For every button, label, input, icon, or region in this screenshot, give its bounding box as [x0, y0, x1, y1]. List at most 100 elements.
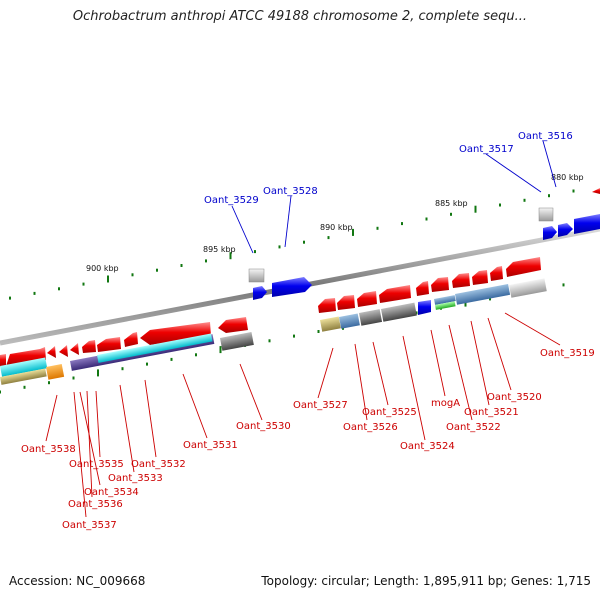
domain-gray-2[interactable] — [359, 309, 383, 326]
lower-scale-dot — [268, 339, 271, 343]
domain-cyan-1[interactable] — [0, 357, 48, 377]
upper-scale-dot — [401, 222, 403, 226]
gene-oant-3523-blue[interactable] — [418, 300, 431, 315]
upper-scale-dot — [82, 282, 85, 286]
gene-edge-arrow[interactable] — [592, 188, 600, 194]
gene-oant-3530[interactable] — [218, 317, 248, 333]
label-oant-3516[interactable]: Oant_3516 — [518, 131, 573, 142]
leader-oant-3534 — [79, 391, 101, 486]
label-oant-3531[interactable]: Oant_3531 — [183, 440, 238, 451]
gene-oant-3534[interactable] — [82, 340, 96, 353]
domain-steel-1[interactable] — [339, 313, 360, 329]
gene-oant-3527[interactable] — [318, 298, 336, 313]
lower-scale-dot — [0, 390, 1, 394]
upper-scale-dot — [9, 296, 11, 300]
leader-oant-3527 — [317, 347, 334, 399]
upper-scale-dot — [499, 203, 501, 207]
gene-oant-3529-gray[interactable] — [248, 268, 265, 283]
gene-oant-3517-gray[interactable] — [538, 207, 554, 222]
gene-oant-3533[interactable] — [97, 337, 121, 352]
domain-steel-3[interactable] — [454, 283, 511, 305]
label-oant-3525[interactable]: Oant_3525 — [362, 407, 417, 418]
scale-tick-labels: 900 kbp 895 kbp 890 kbp 885 kbp 880 kbp — [86, 173, 584, 273]
leader-oant-3529 — [231, 205, 254, 254]
lower-scale-dot — [146, 362, 148, 366]
gene-oant-3537[interactable] — [47, 346, 56, 358]
label-oant-3533[interactable]: Oant_3533 — [108, 473, 163, 484]
gene-oant-3520[interactable] — [472, 270, 488, 285]
upper-scale-dot — [131, 273, 134, 277]
label-oant-3521[interactable]: Oant_3521 — [464, 407, 519, 418]
gene-oant-3529[interactable] — [253, 286, 267, 300]
label-mogA[interactable]: mogA — [431, 398, 460, 409]
gene-oant-3528[interactable] — [272, 277, 312, 297]
gene-oant-3535[interactable] — [70, 343, 79, 355]
gene-oant-3522[interactable] — [431, 277, 449, 292]
leader-oant-3530 — [239, 363, 263, 421]
label-oant-3537[interactable]: Oant_3537 — [62, 520, 117, 531]
label-oant-3529[interactable]: Oant_3529 — [204, 195, 259, 206]
gene-oant-3524[interactable] — [379, 285, 411, 303]
label-oant-3535[interactable]: Oant_3535 — [69, 459, 124, 470]
domain-gray-4[interactable] — [508, 278, 547, 298]
gene-oant-3532[interactable] — [124, 332, 138, 347]
upper-scale-dot — [58, 287, 60, 291]
label-oant-3526[interactable]: Oant_3526 — [343, 422, 398, 433]
domain-gray-1[interactable] — [220, 332, 254, 351]
upper-scale-dot — [205, 259, 207, 263]
gene-oant-3520b[interactable] — [490, 266, 503, 281]
upper-scale-dot — [156, 268, 158, 272]
upper-scale-dot — [303, 240, 305, 244]
domain-olive-2[interactable] — [320, 316, 341, 332]
leader-oant-3526 — [354, 343, 368, 421]
domain-orange-1[interactable] — [46, 364, 65, 380]
gene-mogA[interactable] — [416, 281, 429, 296]
gene-oant-3517[interactable] — [543, 226, 557, 240]
domain-cyan-2[interactable] — [96, 333, 213, 363]
leader-oant-3517 — [485, 153, 542, 193]
lower-scale-dot — [293, 334, 295, 338]
gene-oant-3516[interactable] — [574, 214, 600, 234]
domain-green-1[interactable] — [434, 301, 456, 310]
leader-oant-3537 — [73, 391, 87, 518]
label-oant-3532[interactable]: Oant_3532 — [131, 459, 186, 470]
gene-oant-3516-a[interactable] — [558, 223, 573, 237]
label-oant-3530[interactable]: Oant_3530 — [236, 421, 291, 432]
label-oant-3536[interactable]: Oant_3536 — [68, 499, 123, 510]
gene-oant-3536[interactable] — [59, 345, 68, 357]
label-oant-3538[interactable]: Oant_3538 — [21, 444, 76, 455]
domain-olive-1[interactable] — [0, 368, 47, 385]
label-oant-3524[interactable]: Oant_3524 — [400, 441, 455, 452]
label-oant-3519[interactable]: Oant_3519 — [540, 348, 595, 359]
lower-scale-dot — [489, 297, 491, 301]
leader-oant-3538 — [45, 394, 58, 442]
lower-scale-dot — [562, 283, 565, 287]
gene-oant-3521[interactable] — [452, 273, 470, 288]
gene-oant-3525[interactable] — [357, 291, 377, 307]
tick-label-885: 885 kbp — [435, 199, 468, 208]
gene-oant-3519[interactable] — [506, 257, 541, 277]
leader-oant-3536 — [86, 390, 93, 498]
label-oant-3522[interactable]: Oant_3522 — [446, 422, 501, 433]
lower-right-genes — [318, 257, 541, 313]
tick-label-900: 900 kbp — [86, 264, 119, 273]
lower-scale-dot — [48, 381, 50, 385]
label-oant-3517[interactable]: Oant_3517 — [459, 144, 514, 155]
label-oant-3520[interactable]: Oant_3520 — [487, 392, 542, 403]
map-title: Ochrobactrum anthropi ATCC 49188 chromos… — [72, 9, 528, 24]
label-oant-3528[interactable]: Oant_3528 — [263, 186, 318, 197]
lower-scale-dot — [170, 357, 173, 361]
accession-text: Accession: NC_009668 — [9, 574, 146, 588]
gene-oant-3531[interactable] — [140, 322, 211, 345]
leader-oant-3519 — [504, 312, 561, 346]
label-oant-3527[interactable]: Oant_3527 — [293, 400, 348, 411]
leader-oant-3524 — [402, 335, 426, 441]
gene-oant-3526[interactable] — [337, 295, 355, 310]
upper-scale-dot — [327, 236, 330, 240]
gene-arrow-l1[interactable] — [0, 354, 6, 367]
domain-gray-3[interactable] — [381, 302, 417, 322]
lower-scale-dot — [72, 376, 75, 380]
label-oant-3534[interactable]: Oant_3534 — [84, 487, 139, 498]
domain-steel-2[interactable] — [434, 295, 456, 305]
